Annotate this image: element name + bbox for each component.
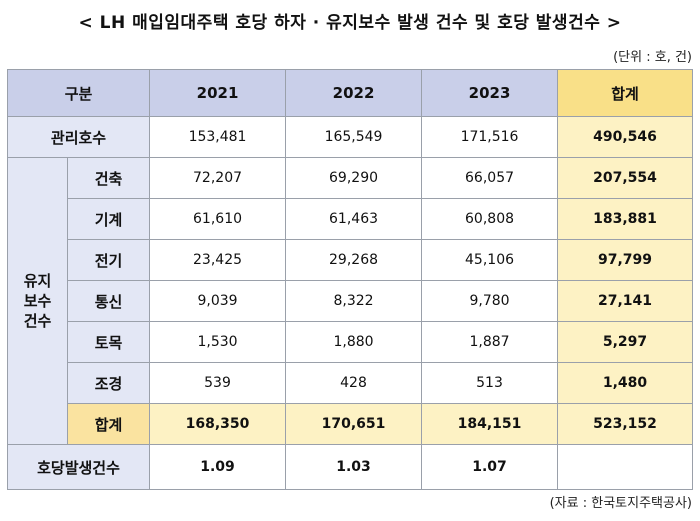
row-label: 기계 xyxy=(66,198,151,240)
header-category: 구분 xyxy=(6,69,151,117)
data-table: 구분 2021 2022 2023 합계 관리호수 153,481 165,54… xyxy=(6,69,694,490)
table-cell: 8,322 xyxy=(285,280,423,322)
row-label: 전기 xyxy=(66,239,151,281)
table-row-per-unit: 호당발생건수 1.09 1.03 1.07 xyxy=(6,444,694,490)
table-cell: 171,516 xyxy=(421,116,559,158)
table-cell-total: 490,546 xyxy=(557,116,694,158)
unit-note: (단위 : 호, 건) xyxy=(613,50,692,65)
table-cell: 170,651 xyxy=(285,403,423,445)
table-cell-total: 5,297 xyxy=(557,321,694,363)
table-row-landscape: 조경 539 428 513 1,480 xyxy=(8,362,694,404)
table-row-civil: 토목 1,530 1,880 1,887 5,297 xyxy=(8,321,694,363)
table-cell: 69,290 xyxy=(285,157,423,199)
row-label: 조경 xyxy=(66,362,151,404)
table-cell: 45,106 xyxy=(421,239,559,281)
table-cell: 1.03 xyxy=(285,444,423,490)
table-cell: 72,207 xyxy=(149,157,287,199)
table-cell: 61,610 xyxy=(149,198,287,240)
table-row-electrical: 전기 23,425 29,268 45,106 97,799 xyxy=(8,239,694,281)
table-cell: 1,887 xyxy=(421,321,559,363)
table-title: < LH 매입임대주택 호당 하자 · 유지보수 발생 건수 및 호당 발생건수… xyxy=(78,13,622,33)
table-cell: 539 xyxy=(149,362,287,404)
table-row-mechanical: 기계 61,610 61,463 60,808 183,881 xyxy=(8,198,694,240)
table-cell-total: 97,799 xyxy=(557,239,694,281)
row-label: 호당발생건수 xyxy=(6,444,151,490)
table-cell: 153,481 xyxy=(149,116,287,158)
table-row-telecom: 통신 9,039 8,322 9,780 27,141 xyxy=(8,280,694,322)
table-cell-total: 523,152 xyxy=(557,403,694,445)
table-cell-total: 1,480 xyxy=(557,362,694,404)
table-cell: 23,425 xyxy=(149,239,287,281)
table-cell-empty xyxy=(557,444,694,490)
table-cell-total: 183,881 xyxy=(557,198,694,240)
table-row-architecture: 유지 보수 건수 건축 72,207 69,290 66,057 207,554 xyxy=(7,157,694,445)
table-row-maintenance-sum: 합계 168,350 170,651 184,151 523,152 xyxy=(8,403,694,445)
table-cell: 9,039 xyxy=(149,280,287,322)
row-label: 합계 xyxy=(66,403,151,445)
header-total: 합계 xyxy=(557,69,694,117)
table-cell: 1.09 xyxy=(149,444,287,490)
header-row: 구분 2021 2022 2023 합계 xyxy=(6,69,694,117)
table-cell: 66,057 xyxy=(421,157,559,199)
table-cell-total: 27,141 xyxy=(557,280,694,322)
table-cell: 1,880 xyxy=(285,321,423,363)
group-label-maintenance: 유지 보수 건수 xyxy=(7,157,68,445)
table-cell: 184,151 xyxy=(421,403,559,445)
table-cell: 165,549 xyxy=(285,116,423,158)
table-cell: 29,268 xyxy=(285,239,423,281)
table-cell-total: 207,554 xyxy=(557,157,694,199)
table-cell: 1.07 xyxy=(421,444,559,490)
row-label: 건축 xyxy=(66,157,151,199)
table-cell: 428 xyxy=(285,362,423,404)
table-cell: 61,463 xyxy=(285,198,423,240)
group-label-text: 유지 보수 건수 xyxy=(23,272,52,330)
row-label: 관리호수 xyxy=(6,116,151,158)
header-year-2021: 2021 xyxy=(149,69,287,117)
row-label: 토목 xyxy=(66,321,151,363)
table-cell: 60,808 xyxy=(421,198,559,240)
source-note: (자료 : 한국토지주택공사) xyxy=(549,496,692,511)
table-cell: 513 xyxy=(421,362,559,404)
header-year-2022: 2022 xyxy=(285,69,423,117)
table-cell: 168,350 xyxy=(149,403,287,445)
table-cell: 1,530 xyxy=(149,321,287,363)
row-label: 통신 xyxy=(66,280,151,322)
header-year-2023: 2023 xyxy=(421,69,559,117)
table-row-managed-units: 관리호수 153,481 165,549 171,516 490,546 xyxy=(6,116,694,158)
table-cell: 9,780 xyxy=(421,280,559,322)
